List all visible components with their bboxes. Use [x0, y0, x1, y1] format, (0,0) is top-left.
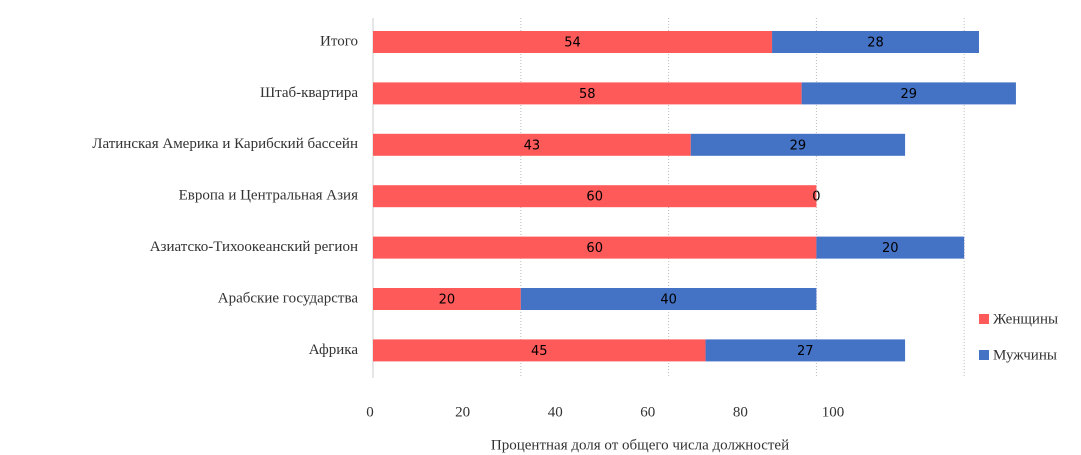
- value-label: 60: [586, 190, 603, 205]
- value-label: 29: [901, 87, 918, 102]
- y-tick-label: Африка: [309, 342, 359, 358]
- bar-segment: [690, 133, 906, 156]
- y-tick-label: Азиатско-Тихоокеанский регион: [150, 239, 358, 255]
- y-tick-label: Арабские государства: [218, 290, 359, 306]
- x-tick-label: 80: [733, 404, 748, 420]
- value-label: 29: [790, 138, 807, 153]
- value-label: 20: [882, 241, 899, 256]
- bar-segment: [705, 339, 906, 362]
- legend-label: Женщины: [993, 311, 1058, 327]
- value-label: 58: [579, 87, 596, 102]
- bar-segment: [373, 185, 817, 208]
- bar-segment: [373, 31, 773, 53]
- value-label: 20: [439, 293, 456, 308]
- value-label: 27: [797, 344, 814, 359]
- y-tick-label: Латинская Америка и Карибский бассейн: [92, 136, 358, 152]
- bar-segment: [373, 339, 706, 362]
- x-tick-label: 0: [366, 404, 374, 420]
- value-label: 40: [660, 293, 677, 308]
- value-label: 0: [812, 190, 820, 205]
- bar-segment: [816, 236, 965, 259]
- y-tick-label: Европа и Центральная Азия: [179, 188, 358, 204]
- value-label: 43: [524, 138, 541, 153]
- bar-segment: [373, 288, 521, 310]
- legend-swatch: [979, 350, 989, 360]
- legend-swatch: [979, 314, 989, 324]
- bar-segment: [520, 288, 817, 310]
- value-label: 45: [531, 344, 548, 359]
- bar-segment: [373, 236, 817, 259]
- bar-segment: [801, 82, 1016, 105]
- x-tick-label: 20: [455, 404, 470, 420]
- value-label: 28: [867, 36, 884, 51]
- x-tick-label: 100: [822, 404, 845, 420]
- y-tick-label: Итого: [320, 33, 358, 49]
- bar-segment: [373, 133, 691, 156]
- bar-segment: [373, 82, 802, 105]
- bar-segment: [772, 31, 979, 53]
- legend-label: Мужчины: [993, 347, 1057, 363]
- value-label: 54: [564, 36, 581, 51]
- x-tick-label: 60: [640, 404, 655, 420]
- x-axis-title: Процентная доля от общего числа должност…: [491, 437, 789, 453]
- x-tick-label: 40: [548, 404, 563, 420]
- y-tick-label: Штаб-квартира: [260, 85, 358, 101]
- value-label: 60: [586, 241, 603, 256]
